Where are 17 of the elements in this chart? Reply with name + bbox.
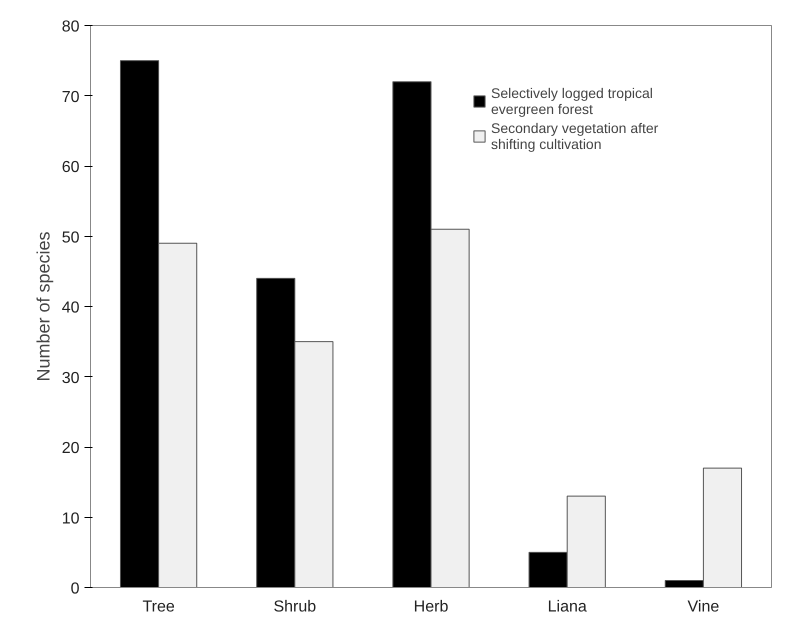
x-tick-label: Herb (414, 598, 448, 616)
legend-label: Secondary vegetation after shifting cultivation (491, 120, 660, 152)
x-tick-label: Tree (142, 598, 175, 616)
legend-label: Selectively logged tropical evergreen forest (491, 85, 654, 117)
y-tick-label: 80 (62, 18, 80, 36)
y-axis-title: Number of species (34, 231, 54, 382)
y-tick-label: 70 (62, 88, 80, 106)
y-tick-label: 20 (62, 440, 80, 457)
x-tick-label: Shrub (273, 598, 316, 616)
y-tick-label: 30 (62, 370, 80, 387)
y-tick-label: 60 (62, 159, 80, 176)
x-tick-label: Vine (688, 598, 720, 616)
y-tick-label: 40 (62, 300, 80, 316)
y-tick-label: 0 (70, 580, 80, 598)
y-tick-label: 50 (62, 229, 80, 246)
y-tick-label: 10 (62, 510, 80, 528)
x-tick-label: Liana (548, 598, 587, 616)
